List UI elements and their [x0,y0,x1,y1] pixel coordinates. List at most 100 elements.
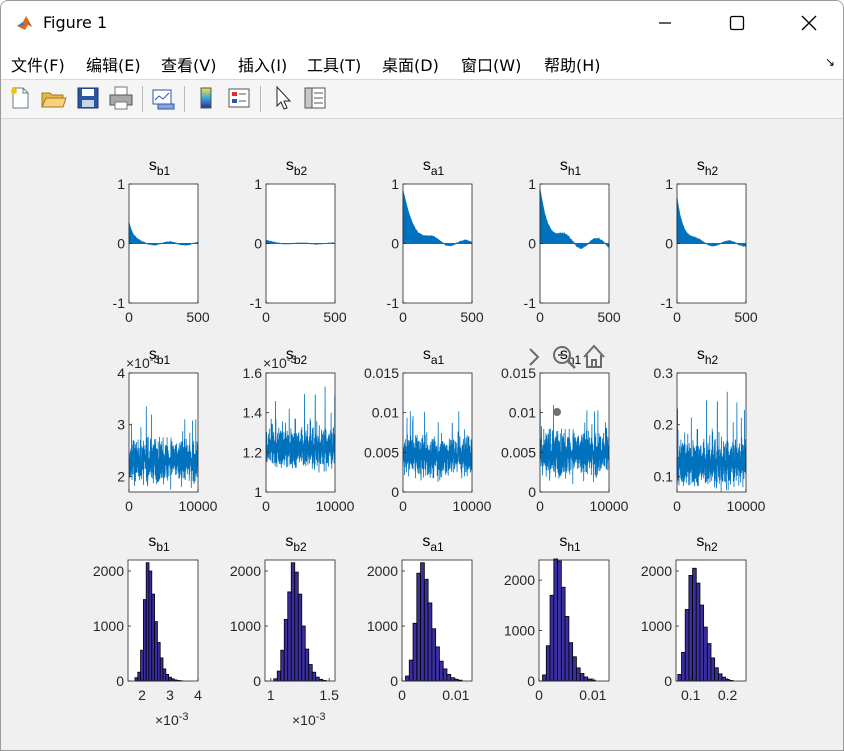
insert-colorbar-icon[interactable] [192,84,220,112]
title-bar: Figure 1 [1,1,843,45]
histogram-bar [564,616,570,682]
histogram-bar [557,560,562,682]
histogram-bar [439,660,444,682]
menu-bar: 文件(F) 编辑(E) 查看(V) 插入(I) 工具(T) 桌面(D) 窗口(W… [1,45,843,80]
y-tick-label: 1000 [504,623,535,639]
x-tick-label: 0 [673,498,681,514]
menu-view[interactable]: 查看(V) [161,56,217,75]
y-tick-label: 2000 [230,563,261,579]
histogram-bar [717,673,723,682]
x-tick-label: 1 [267,687,275,703]
expand-arrow-icon[interactable] [529,348,540,366]
subplot-title: sh2 [697,346,719,367]
edit-plot-arrow-icon[interactable] [269,84,297,112]
trace-series [676,391,747,492]
y-tick-label: 2000 [367,563,398,579]
link-plot-icon[interactable] [149,84,177,112]
open-file-icon[interactable] [39,84,67,112]
subplot-title: sb1 [149,157,171,178]
histogram-bar [416,572,421,682]
menu-file[interactable]: 文件(F) [11,56,65,75]
histogram-bar [423,578,429,682]
axes-box [676,372,747,493]
menu-window[interactable]: 窗口(W) [461,56,522,75]
trace-series [539,404,610,484]
x-tick-label: 10000 [727,498,766,514]
histogram-bar [431,628,437,682]
print-icon[interactable] [107,84,135,112]
y-tick-label: 1 [254,176,262,192]
subplot-3-h1[interactable]: sh1 0 0.01 0 1000 2000 [504,533,610,703]
histogram-bar [549,594,555,682]
histogram-bar [290,562,296,682]
histogram-bar [692,567,697,682]
y-tick-label: 1.2 [243,444,263,460]
menu-help[interactable]: 帮助(H) [544,56,601,75]
close-button[interactable] [789,7,829,39]
histogram-bar [684,609,690,682]
histogram-bar [579,673,585,682]
subplot-2-a1[interactable]: sa1 0 10000 0 0.005 0.01 0.015 [364,346,492,514]
x-tick-label: 0.01 [579,687,606,703]
new-figure-icon[interactable] [6,84,34,112]
save-icon[interactable] [74,84,102,112]
histogram-bar [408,659,414,682]
histogram-bar [405,675,410,682]
subplot-2-b2[interactable]: sb2 0 10000 1 1.2 1.4 1.6×10-3 [243,346,355,514]
x-tick-label: 0 [673,309,681,325]
histogram-bar [721,676,727,682]
subplot-3-b1[interactable]: sb1 2 3 4 0 1000 2000 ×10-3 [93,533,202,728]
y-tick-label: 0 [665,236,673,252]
minimize-button[interactable] [645,7,685,39]
x-tick-label: 10000 [316,498,355,514]
histogram-bar [695,582,701,682]
x-tick-label: 0 [536,309,544,325]
y-tick-label: 1 [117,176,125,192]
zoom-out-handle [567,360,576,369]
y-tick-label: 0 [391,484,399,500]
histogram-bar [156,642,161,682]
histogram-bar [142,599,147,682]
exponent-label: ×10-3 [126,354,160,371]
y-tick-label: 1 [391,176,399,192]
maximize-button[interactable] [717,7,757,39]
histogram-bar [576,667,581,682]
subplot-title: sb1 [148,533,170,554]
subplot-2-b1[interactable]: sb1 0 10000 2 3 4×10-3 [117,346,217,514]
x-tick-label: 0 [125,498,133,514]
y-tick-label: 0.1 [654,468,674,484]
zoom-out-icon[interactable] [553,346,571,364]
y-tick-label: 0.005 [501,444,536,460]
toolbar-separator [184,86,185,112]
y-tick-label: 1 [254,484,262,500]
subplot-3-h2[interactable]: sh2 0.1 0.2 0 1000 2000 [641,533,747,703]
menu-edit[interactable]: 编辑(E) [86,56,141,75]
subplot-title: sa1 [423,346,445,367]
histogram-bar [304,648,310,682]
y-tick-label: 0.015 [501,365,536,381]
subplot-3-b2[interactable]: sb2 1 1.5 0 1000 2000 ×10-3 [230,533,339,728]
home-icon[interactable] [583,344,605,368]
subplot-3-a1[interactable]: sa1 0 0.01 0 1000 2000 [367,533,473,703]
x-tick-label: 0.1 [681,687,701,703]
x-tick-label: 3 [166,687,174,703]
subplot-2-h2[interactable]: sh2 0 10000 0.1 0.2 0.3 [654,346,766,514]
menu-tools[interactable]: 工具(T) [307,56,362,75]
axes-box [127,559,199,682]
menu-insert[interactable]: 插入(I) [238,56,288,75]
property-inspector-icon[interactable] [301,84,329,112]
dock-arrow-icon[interactable]: ↘ [824,55,835,69]
axes-toolbar[interactable] [529,344,605,369]
menu-desktop[interactable]: 桌面(D) [382,56,439,75]
insert-legend-icon[interactable] [225,84,253,112]
histogram-bar [287,591,292,682]
subplot-title: sb2 [286,157,308,178]
window-title: Figure 1 [43,13,108,32]
x-tick-label: 4 [194,687,202,703]
